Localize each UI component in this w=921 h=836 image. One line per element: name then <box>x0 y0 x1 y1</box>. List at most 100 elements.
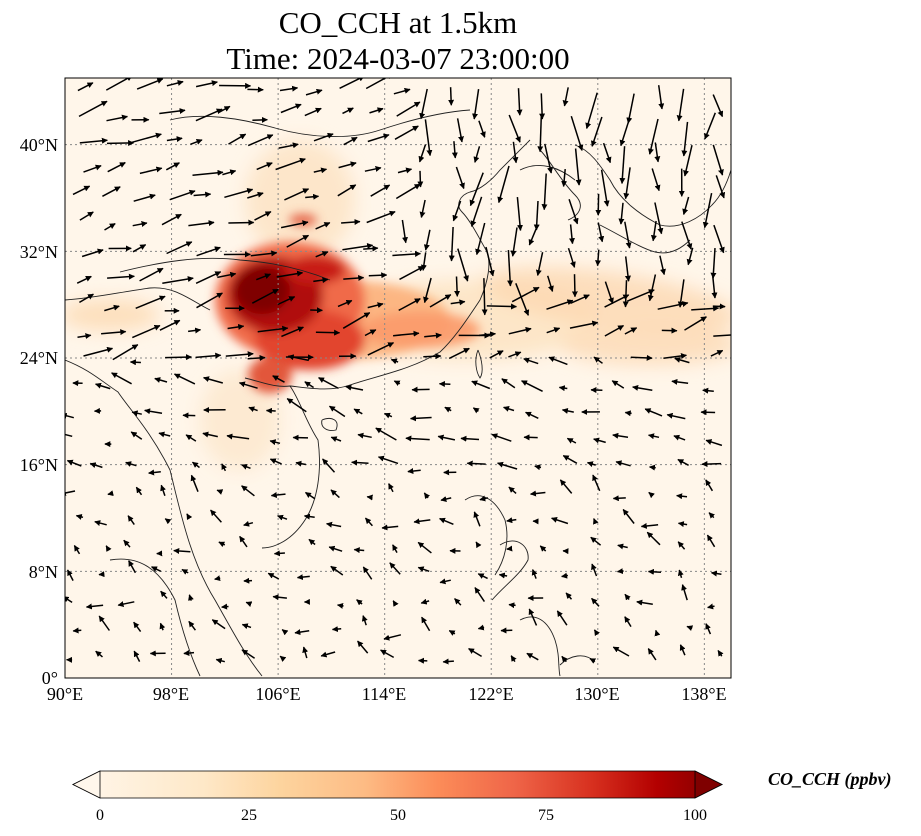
wind-arrow <box>439 517 454 525</box>
wind-arrow <box>228 133 247 145</box>
wind-arrow <box>72 185 91 196</box>
wind-arrow <box>367 133 390 143</box>
wind-arrow <box>448 226 455 262</box>
wind-arrow <box>227 323 245 330</box>
wind-arrow <box>539 545 547 552</box>
wind-arrow <box>364 165 382 172</box>
wind-arrow <box>159 107 186 115</box>
wind-arrow <box>239 535 248 548</box>
wind-arrow <box>682 196 690 215</box>
wind-arrow <box>65 489 76 496</box>
wind-arrow <box>245 601 253 607</box>
wind-arrow <box>448 347 470 360</box>
wind-arrow <box>528 227 538 246</box>
wind-arrow <box>568 224 575 245</box>
wind-arrow <box>683 145 693 177</box>
wind-arrow <box>173 373 196 385</box>
wind-arrow <box>423 277 432 304</box>
wind-arrow <box>111 372 132 385</box>
wind-arrow <box>450 299 466 306</box>
wind-arrow <box>287 354 309 362</box>
wind-arrow <box>353 547 365 554</box>
wind-arrow <box>256 273 271 281</box>
wind-arrow <box>479 495 489 502</box>
wind-arrow <box>710 248 717 279</box>
wind-arrow <box>133 650 141 662</box>
wind-arrow <box>195 80 218 88</box>
wind-arrow <box>618 202 625 225</box>
wind-arrow <box>139 267 164 282</box>
wind-arrow <box>585 92 598 129</box>
wind-arrow <box>186 513 193 521</box>
wind-arrow <box>192 169 224 176</box>
wind-arrow <box>681 121 689 157</box>
wind-arrow <box>160 484 166 497</box>
wind-arrow <box>218 541 226 548</box>
wind-arrow <box>166 80 184 87</box>
wind-arrow <box>65 596 73 604</box>
wind-arrow <box>151 566 162 572</box>
lon-tick-label: 138°E <box>681 684 726 704</box>
wind-arrow <box>717 649 724 657</box>
wind-arrow <box>272 594 287 601</box>
wind-arrow <box>254 211 272 221</box>
wind-arrow <box>684 316 707 331</box>
wind-arrow <box>710 570 722 577</box>
wind-arrow <box>713 331 731 338</box>
wind-arrow <box>66 459 82 467</box>
wind-arrow <box>623 167 631 200</box>
wind-arrow <box>214 575 221 582</box>
wind-arrow <box>284 188 310 201</box>
wind-arrow <box>367 302 384 309</box>
concentration-field <box>65 78 731 678</box>
wind-arrow <box>102 186 121 197</box>
wind-arrow <box>83 346 114 357</box>
wind-arrow <box>612 646 630 657</box>
wind-arrow <box>508 486 517 494</box>
wind-arrow <box>79 211 94 221</box>
wind-arrow <box>315 329 341 336</box>
wind-arrow <box>666 412 686 420</box>
wind-arrow <box>419 88 428 120</box>
colorbar-min-extend <box>72 770 101 799</box>
wind-arrow <box>166 241 193 255</box>
wind-arrow <box>351 459 369 466</box>
wind-arrow <box>216 489 224 495</box>
wind-arrow <box>591 563 598 577</box>
wind-arrow <box>337 184 357 197</box>
wind-arrow <box>272 375 285 383</box>
wind-arrow <box>525 411 539 419</box>
wind-arrow <box>210 509 222 523</box>
wind-arrow <box>534 464 542 471</box>
wind-vectors <box>65 78 731 665</box>
wind-arrow <box>626 93 635 124</box>
wind-arrow <box>278 142 299 149</box>
wind-arrow <box>677 279 685 308</box>
wind-arrow <box>195 271 222 284</box>
wind-arrow <box>78 100 108 118</box>
wind-arrow <box>313 277 329 284</box>
wind-arrow <box>676 493 688 500</box>
wind-arrow <box>280 103 302 114</box>
wind-arrow <box>188 220 215 227</box>
wind-arrow <box>195 352 222 359</box>
wind-arrow <box>611 380 625 389</box>
wind-arrow <box>241 649 256 659</box>
wind-arrow <box>112 344 139 361</box>
wind-arrow <box>640 522 659 529</box>
wind-arrow <box>679 644 686 656</box>
wind-arrow <box>392 250 421 257</box>
wind-arrow <box>383 634 402 641</box>
wind-arrow <box>364 517 373 527</box>
wind-arrow <box>221 603 229 610</box>
wind-arrow <box>624 410 632 417</box>
wind-arrow <box>677 569 684 579</box>
wind-arrow <box>508 326 532 335</box>
wind-arrow <box>663 353 687 360</box>
wind-arrow <box>498 572 508 579</box>
wind-arrow <box>73 544 81 555</box>
wind-arrow <box>713 224 725 254</box>
wind-arrow <box>81 248 104 258</box>
wind-arrow <box>711 276 718 299</box>
